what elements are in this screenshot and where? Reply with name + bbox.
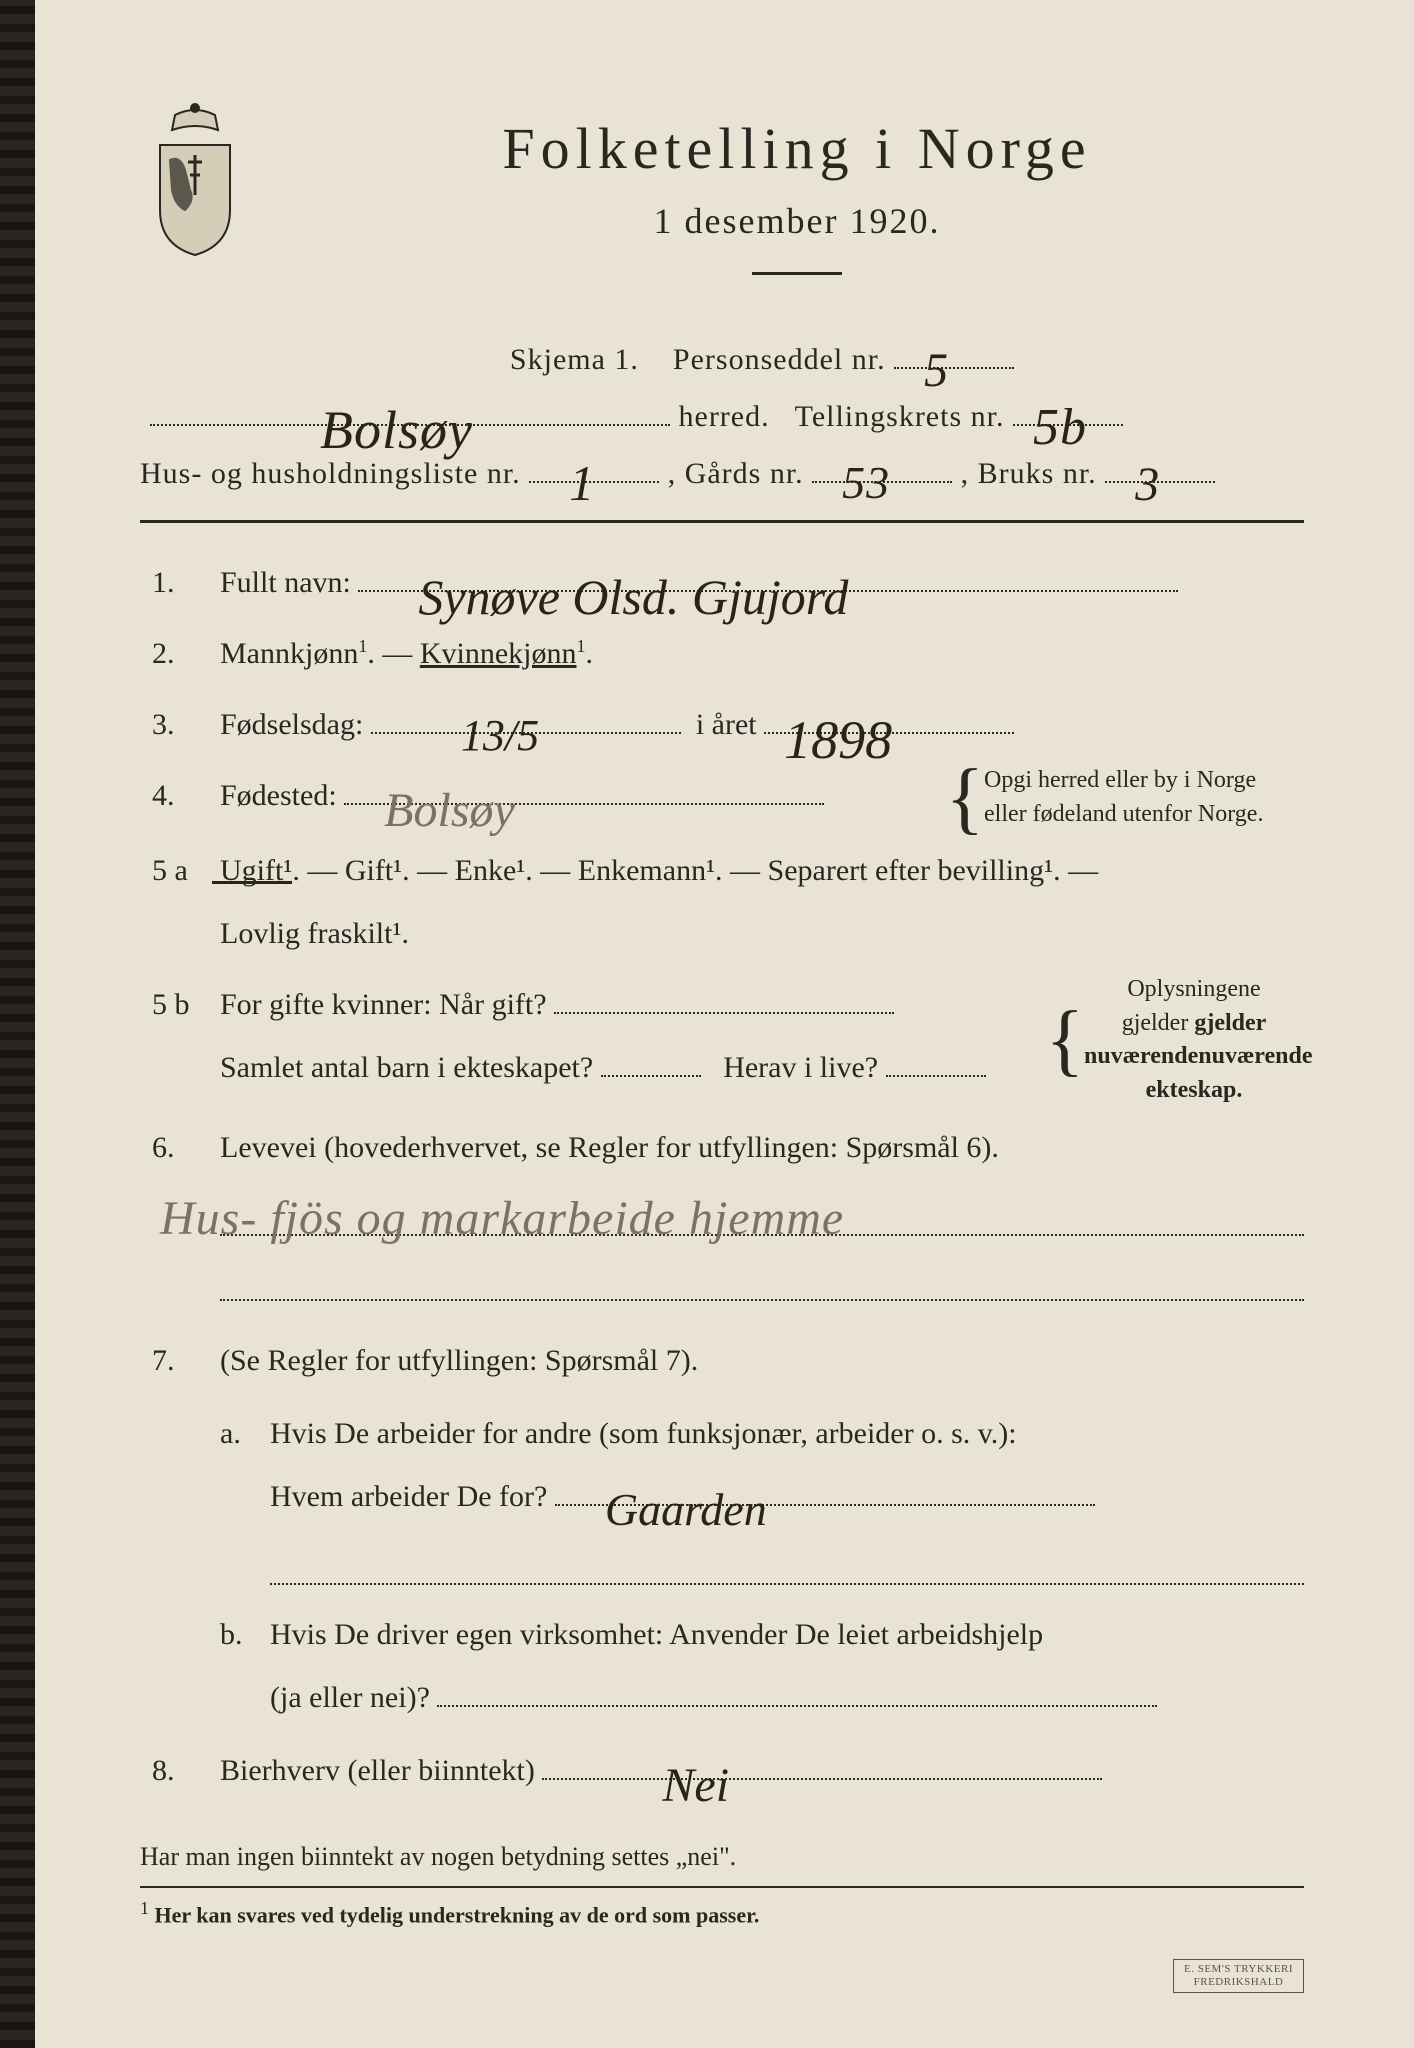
q2-num: 2.: [140, 622, 220, 685]
q2-k: Kvinnekjønn: [420, 637, 577, 670]
q3-row: 3. Fødselsdag: 13/5 i året 1898: [140, 693, 1304, 756]
q7-label: (Se Regler for utfyllingen: Spørsmål 7).: [220, 1329, 1304, 1392]
q7b-q: (ja eller nei)?: [270, 1681, 430, 1714]
q5a-row: 5 a Ugift¹. — Gift¹. — Enke¹. — Enkemann…: [140, 839, 1304, 965]
q5b-note1: Oplysningene: [1084, 973, 1304, 1007]
q3-year-label: i året: [696, 708, 757, 741]
hus-value: 1: [569, 436, 595, 531]
document-header: Folketelling i Norge 1 desember 1920.: [140, 100, 1304, 301]
gards-value: 53: [842, 439, 890, 526]
main-title: Folketelling i Norge: [290, 115, 1304, 182]
herred-label: herred.: [679, 400, 770, 433]
q6-row: 6. Levevei (hovederhvervet, se Regler fo…: [140, 1116, 1304, 1309]
q2-dash: —: [382, 637, 420, 670]
q5b-note2: gjelder gjelder nuværendenuværende: [1084, 1007, 1304, 1074]
personseddel-label: Personseddel nr.: [673, 343, 886, 376]
binding-edge: [0, 0, 35, 2048]
q1-num: 1.: [140, 551, 220, 614]
foot2: 1 Her kan svares ved tydelig understrekn…: [140, 1898, 1304, 1928]
q5a-num: 5 a: [140, 839, 220, 965]
q8-row: 8. Bierhverv (eller biinntekt) Nei: [140, 1739, 1304, 1802]
q4-row: 4. Fødested: Bolsøy { Opgi herred eller …: [140, 764, 1304, 831]
header-rule: [140, 520, 1304, 523]
q1-label: Fullt navn:: [220, 566, 351, 599]
q2-row: 2. Mannkjønn1. — Kvinnekjønn1.: [140, 622, 1304, 685]
printer-l2: FREDRIKSHALD: [1184, 1976, 1293, 1989]
q8-value: Nei: [662, 1736, 729, 1837]
q5b-l1: For gifte kvinner: Når gift?: [220, 988, 547, 1021]
q5a-opts2: Lovlig fraskilt¹.: [220, 902, 1304, 965]
gards-label: , Gårds nr.: [668, 457, 804, 490]
q5a-opts: Ugift¹. — Gift¹. — Enke¹. — Enkemann¹. —…: [220, 854, 1098, 887]
herred-line: Bolsøy herred. Tellingskrets nr. 5b: [140, 388, 1304, 445]
bruks-label: , Bruks nr.: [961, 457, 1097, 490]
q8-label: Bierhverv (eller biinntekt): [220, 1754, 535, 1787]
q6-value: Hus- fjös og markarbeide hjemme: [160, 1169, 844, 1270]
q7a-text: Hvis De arbeider for andre (som funksjon…: [270, 1402, 1304, 1465]
brace-icon-2: {: [1046, 1020, 1084, 1060]
printer-stamp: E. SEM'S TRYKKERI FREDRIKSHALD: [1173, 1959, 1304, 1993]
q3-num: 3.: [140, 693, 220, 756]
q4-num: 4.: [140, 764, 220, 831]
q1-row: 1. Fullt navn: Synøve Olsd. Gjujord: [140, 551, 1304, 614]
brace-icon: {: [946, 778, 984, 818]
coat-of-arms-icon: [140, 100, 250, 260]
q2-m: Mannkjønn: [220, 637, 358, 670]
q7-row: 7. (Se Regler for utfyllingen: Spørsmål …: [140, 1329, 1304, 1729]
q5b-l2b: Herav i live?: [723, 1051, 878, 1084]
question-list: 1. Fullt navn: Synøve Olsd. Gjujord 2. M…: [140, 551, 1304, 1802]
printer-l1: E. SEM'S TRYKKERI: [1184, 1963, 1293, 1976]
q7a-label: a.: [220, 1402, 270, 1593]
q4-note2: eller fødeland utenfor Norge.: [984, 798, 1304, 832]
date-line: 1 desember 1920.: [290, 200, 1304, 242]
q8-num: 8.: [140, 1739, 220, 1802]
q7b-text: Hvis De driver egen virksomhet: Anvender…: [270, 1603, 1304, 1666]
q5b-l2a: Samlet antal barn i ekteskapet?: [220, 1051, 593, 1084]
tellingskrets-label: Tellingskrets nr.: [795, 400, 1005, 433]
q7-num: 7.: [140, 1329, 220, 1729]
q7a-q: Hvem arbeider De for?: [270, 1480, 547, 1513]
hus-line: Hus- og husholdningsliste nr. 1 , Gårds …: [140, 445, 1304, 502]
footnote-rule: [140, 1886, 1304, 1888]
q5b-note3: ekteskap.: [1084, 1074, 1304, 1108]
q5b-num: 5 b: [140, 973, 220, 1107]
hus-label: Hus- og husholdningsliste nr.: [140, 457, 521, 490]
foot1: Har man ingen biinntekt av nogen betydni…: [140, 1842, 1304, 1872]
ugift-underline: [212, 881, 292, 884]
q7b-label: b.: [220, 1603, 270, 1729]
q7a-value: Gaarden: [605, 1462, 767, 1559]
title-divider: [752, 272, 842, 275]
bruks-value: 3: [1135, 439, 1160, 530]
q4-label: Fødested:: [220, 779, 337, 812]
footnote-block: Har man ingen biinntekt av nogen betydni…: [140, 1842, 1304, 1928]
q4-note1: Opgi herred eller by i Norge: [984, 764, 1304, 798]
q3-label: Fødselsdag:: [220, 708, 363, 741]
q5b-row: 5 b For gifte kvinner: Når gift? Samlet …: [140, 973, 1304, 1107]
schema-label: Skjema 1.: [510, 343, 639, 376]
